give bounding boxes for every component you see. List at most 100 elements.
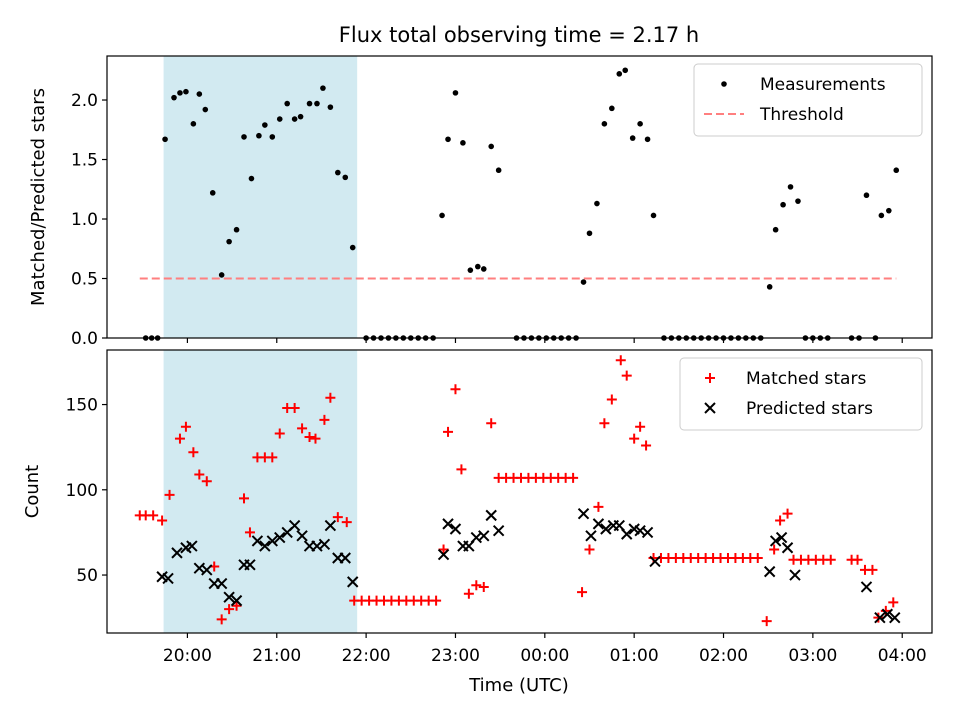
measurement-point [248, 175, 255, 182]
x-tick-label: 01:00 [610, 646, 659, 666]
measurement-point [495, 167, 502, 174]
predicted-stars-point [318, 538, 331, 551]
x-tick-label: 03:00 [788, 646, 837, 666]
measurement-point [886, 207, 892, 214]
matched-stars-point [782, 508, 793, 519]
matched-stars-point [319, 414, 330, 425]
matched-stars-point [873, 612, 884, 623]
measurement-point [177, 90, 183, 96]
matched-stars-point [244, 527, 255, 538]
measurement-point [460, 140, 466, 146]
predicted-stars-point [600, 523, 612, 535]
matched-stars-point [325, 392, 336, 403]
predicted-stars-point [649, 555, 661, 568]
predicted-stars-point [288, 519, 301, 532]
matched-stars-point [599, 418, 610, 429]
matched-stars-point [867, 564, 878, 575]
matched-stars-point [224, 604, 235, 615]
measurement-point [327, 104, 334, 110]
predicted-stars-point [781, 542, 794, 554]
predicted-stars-point [244, 559, 256, 571]
legend-box [679, 357, 923, 431]
legend-plus-marker [705, 373, 715, 383]
y-tick-label: 1.0 [71, 210, 98, 230]
measurement-point [467, 267, 474, 273]
figure-title: Flux total observing time = 2.17 h [339, 23, 699, 47]
matched-stars-point [216, 614, 227, 625]
y-axis-label: Matched/Predicted stars [28, 88, 49, 306]
measurement-point [863, 192, 870, 199]
predicted-stars-point [324, 519, 337, 532]
y-tick-label: 150 [66, 396, 98, 416]
measurement-point [787, 184, 794, 190]
measurement-point [644, 136, 651, 143]
matched-stars-point [304, 431, 315, 442]
legend-label: Measurements [760, 75, 886, 95]
predicted-stars-point [874, 611, 886, 624]
matched-stars-point [188, 447, 199, 458]
matched-stars-point [332, 512, 343, 523]
measurement-point [183, 88, 189, 95]
measurement-point [218, 272, 225, 278]
axes-frame [106, 55, 933, 339]
predicted-stars-point [769, 535, 782, 547]
measurement-point [314, 100, 320, 107]
predicted-stars-point [641, 526, 654, 539]
x-tick-label: 20:00 [163, 646, 212, 666]
predicted-stars-point [274, 531, 286, 544]
matched-stars-point [297, 423, 308, 434]
measurement-point [795, 198, 801, 204]
matched-stars-point [157, 515, 168, 526]
predicted-stars-point [339, 552, 351, 564]
matched-stars-point [231, 600, 242, 611]
y-axis-label: Count [22, 465, 43, 518]
matched-stars-point [761, 616, 772, 627]
measurement-point [190, 121, 197, 127]
matched-stars-point [478, 581, 489, 592]
predicted-stars-point [881, 608, 894, 620]
measurement-point [452, 90, 459, 96]
matched-stars-point [438, 544, 449, 555]
measurement-point [766, 284, 773, 290]
matched-stars-point [341, 517, 352, 528]
matched-stars-point [148, 510, 159, 521]
matched-stars-point [239, 493, 250, 504]
predicted-stars-point [789, 569, 801, 581]
measurement-point [439, 212, 445, 219]
matched-stars-point [641, 440, 652, 451]
predicted-stars-point [492, 525, 505, 537]
predicted-stars-point [860, 581, 873, 593]
measurement-point [306, 100, 313, 107]
matched-stars-point [174, 433, 185, 444]
measurement-point [335, 169, 341, 176]
predicted-stars-point [763, 565, 776, 578]
y-tick-label: 50 [76, 566, 98, 586]
measurement-point [629, 135, 636, 141]
matched-stars-point [164, 489, 175, 500]
count-panel: 50 100 150 20:00 21:00 22:00 23:00 00:00 01:00 02… [22, 349, 933, 666]
axes-frame [106, 349, 933, 634]
measurement-point [637, 121, 643, 127]
matched-stars-point [593, 501, 604, 512]
measurement-point [580, 279, 587, 285]
matched-stars-point [606, 394, 617, 405]
y-tick-label: 100 [66, 481, 98, 501]
measurement-point [209, 190, 216, 196]
measurement-point [349, 244, 356, 251]
y-tick-label: 0.5 [71, 270, 98, 290]
legend-label: Matched stars [746, 369, 866, 389]
matched-stars-point [471, 580, 482, 591]
matched-stars-point [888, 597, 899, 608]
predicted-stars-point [485, 509, 497, 522]
x-tick-label: 00:00 [520, 646, 569, 666]
x-tick-label: 22:00 [342, 646, 391, 666]
y-tick-label: 2.0 [71, 91, 98, 111]
measurement-point [320, 85, 326, 91]
measurement-point [262, 122, 268, 128]
predicted-stars-point [592, 518, 605, 530]
matched-stars-point [289, 402, 300, 413]
measurement-point [586, 230, 593, 237]
matched-stars-point [274, 428, 285, 439]
matched-stars-point [450, 384, 461, 395]
